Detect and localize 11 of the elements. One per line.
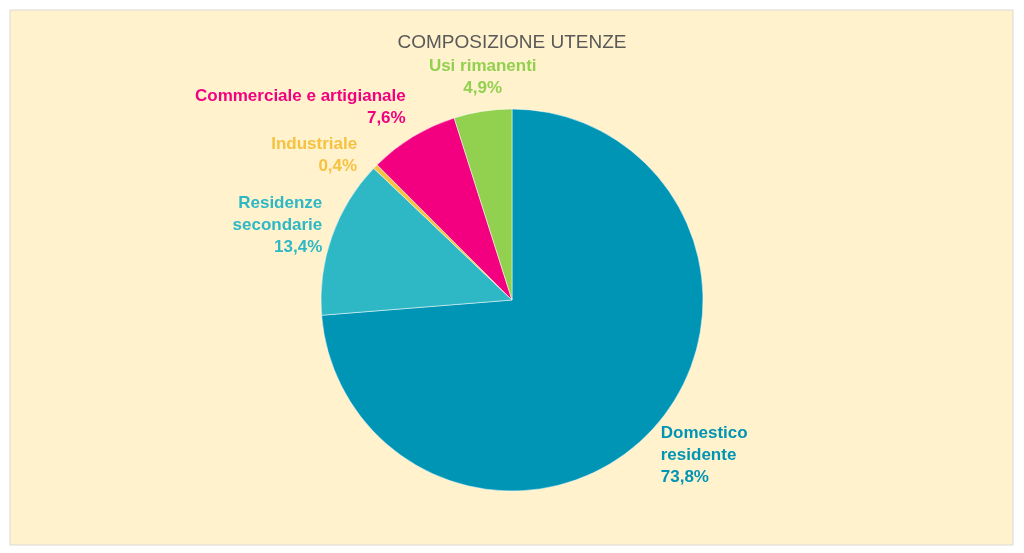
slice-label: Residenze secondarie (232, 193, 323, 235)
data-label: 4,9% (463, 77, 503, 97)
slice-label: Commerciale e artigianale (194, 86, 406, 106)
data-label: 0,4% (318, 156, 358, 176)
data-label: 7,6% (366, 108, 406, 128)
data-label: 73,8% (660, 466, 709, 486)
data-label: 13,4% (274, 237, 323, 257)
slice-label: Domestico residente (660, 422, 748, 464)
chart-title: COMPOSIZIONE UTENZE (397, 31, 627, 52)
slice-label: Usi rimanenti (428, 55, 537, 75)
slice-label: Industriale (271, 134, 358, 154)
